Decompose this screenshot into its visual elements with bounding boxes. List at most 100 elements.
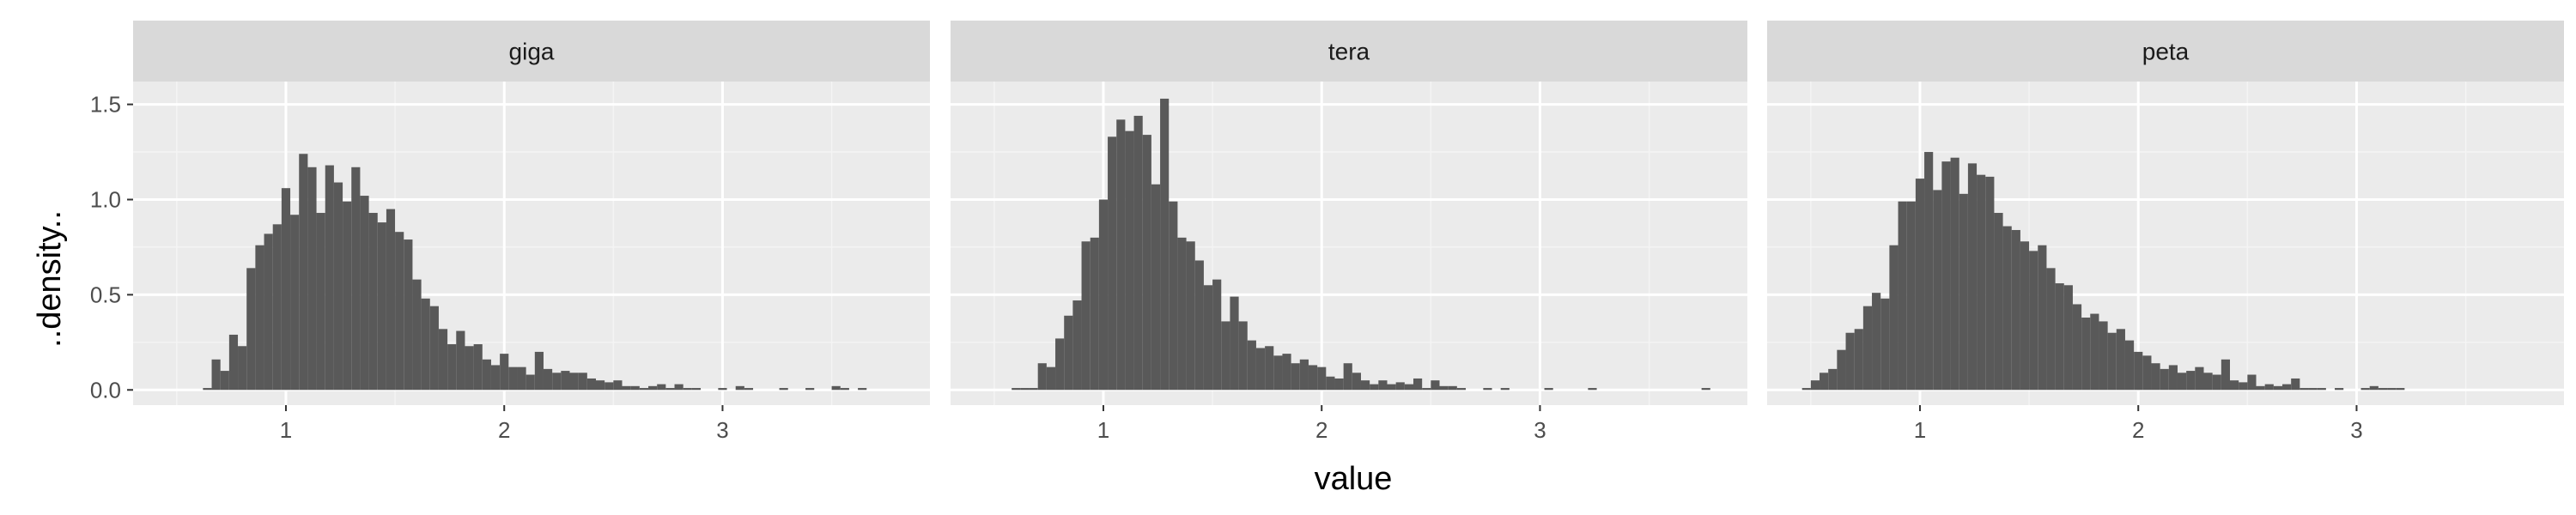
histogram-bar xyxy=(674,384,683,391)
histogram-bar xyxy=(1037,363,1047,391)
histogram-bar xyxy=(1500,388,1510,391)
histogram-bar xyxy=(395,232,404,391)
x-tick-label: 2 xyxy=(2132,417,2144,443)
histogram-bar xyxy=(2308,388,2318,391)
histogram-bar xyxy=(1108,136,1117,391)
histogram-bar xyxy=(220,371,229,391)
histogram-bar xyxy=(1203,285,1213,391)
histogram-bar xyxy=(333,182,343,391)
histogram-bar xyxy=(2063,285,2073,391)
histogram-bar xyxy=(1317,367,1327,391)
histogram-bar xyxy=(1422,388,1431,391)
histogram-bar xyxy=(1151,184,1161,391)
x-tick-label: 2 xyxy=(1315,417,1327,443)
histogram-bar xyxy=(1360,380,1370,391)
histogram-bar xyxy=(2239,382,2248,391)
histogram-bar xyxy=(691,388,702,391)
histogram-bar xyxy=(805,388,815,391)
y-axis-title: ..density.. xyxy=(32,210,68,348)
histogram-bar xyxy=(2029,251,2038,391)
histogram-bar xyxy=(500,354,509,391)
histogram-bar xyxy=(1098,199,1109,391)
histogram-bar xyxy=(1845,332,1855,391)
histogram-bar xyxy=(2247,374,2257,391)
histogram-bar xyxy=(1273,355,1283,391)
facet-panel-giga: giga 1 2 3 xyxy=(133,21,930,443)
histogram-bar xyxy=(586,378,597,391)
histogram-bar xyxy=(2300,388,2309,391)
histogram-bar xyxy=(1133,115,1143,391)
histogram-bar xyxy=(2256,385,2265,391)
histogram-bar xyxy=(1439,385,1449,391)
histogram-bar xyxy=(1352,373,1361,391)
histogram-bar xyxy=(1186,241,1195,391)
histogram-bar xyxy=(569,373,579,391)
histogram-bar xyxy=(735,385,744,391)
histogram-bar xyxy=(351,167,361,391)
histogram-bar xyxy=(1064,315,1073,391)
histogram-bar xyxy=(526,374,535,391)
facet-strip xyxy=(133,21,930,82)
histogram-bar xyxy=(1820,373,1829,391)
facet-strip-label: giga xyxy=(509,39,555,65)
histogram-bar xyxy=(605,382,614,391)
histogram-bar xyxy=(2177,373,2187,391)
histogram-bar xyxy=(779,388,788,391)
histogram-bar xyxy=(622,385,631,391)
histogram-bar xyxy=(211,359,221,391)
histogram-bar xyxy=(2160,368,2169,391)
histogram-bar xyxy=(1854,329,1863,391)
facet-strip xyxy=(1767,21,2564,82)
x-tick-label: 1 xyxy=(1097,417,1109,443)
histogram-bar xyxy=(203,388,212,391)
histogram-bar xyxy=(1544,388,1553,391)
histogram-bar xyxy=(1125,130,1134,391)
x-tick-label: 3 xyxy=(716,417,728,443)
histogram-bar xyxy=(1950,157,1959,391)
histogram-bar xyxy=(1837,349,1846,391)
histogram-bar xyxy=(2002,226,2012,391)
histogram-bar xyxy=(1801,388,1811,391)
histogram-bar xyxy=(264,233,273,391)
histogram-bar xyxy=(2387,388,2397,391)
histogram-bar xyxy=(1055,338,1065,391)
histogram-bar xyxy=(368,213,378,391)
histogram-bar xyxy=(508,367,518,391)
histogram-bar xyxy=(1413,378,1423,391)
histogram-bar xyxy=(1872,293,1881,391)
histogram-bar xyxy=(1308,365,1318,391)
histogram-bar xyxy=(1588,388,1597,391)
histogram-bar xyxy=(552,373,562,391)
histogram-bar xyxy=(1880,298,1890,391)
histogram-bar xyxy=(2072,304,2082,391)
histogram-bar xyxy=(1343,363,1352,391)
histogram-bar xyxy=(2396,388,2405,391)
histogram-bar xyxy=(2099,321,2108,391)
histogram-bar xyxy=(2378,388,2388,391)
histogram-bar xyxy=(1142,135,1151,391)
facet-panel-tera: tera 1 2 3 xyxy=(951,21,1747,443)
histogram-bar xyxy=(665,388,675,391)
facet-strip-label: tera xyxy=(1328,39,1370,65)
histogram-bar xyxy=(1046,367,1056,391)
histogram-bar xyxy=(858,388,867,391)
histogram-bar xyxy=(299,154,308,391)
histogram-bar xyxy=(2212,374,2221,391)
histogram-bar xyxy=(1169,201,1178,391)
histogram-bar xyxy=(1212,279,1222,391)
histogram-bar xyxy=(2134,351,2143,391)
histogram-bar xyxy=(831,385,841,391)
histogram-bar xyxy=(1291,363,1300,391)
histogram-bar xyxy=(412,279,422,391)
histogram-bar xyxy=(1378,380,1388,391)
histogram-bar xyxy=(2195,367,2204,391)
histogram-bar xyxy=(246,268,256,391)
histogram-bar xyxy=(1247,340,1256,391)
histogram-bar xyxy=(543,368,553,391)
histogram-bar xyxy=(1404,384,1414,391)
histogram-bar xyxy=(482,359,491,391)
histogram-bar xyxy=(2142,355,2152,391)
histogram-bar xyxy=(1985,176,1995,391)
facet-panel-peta: peta 1 2 3 xyxy=(1767,21,2564,443)
